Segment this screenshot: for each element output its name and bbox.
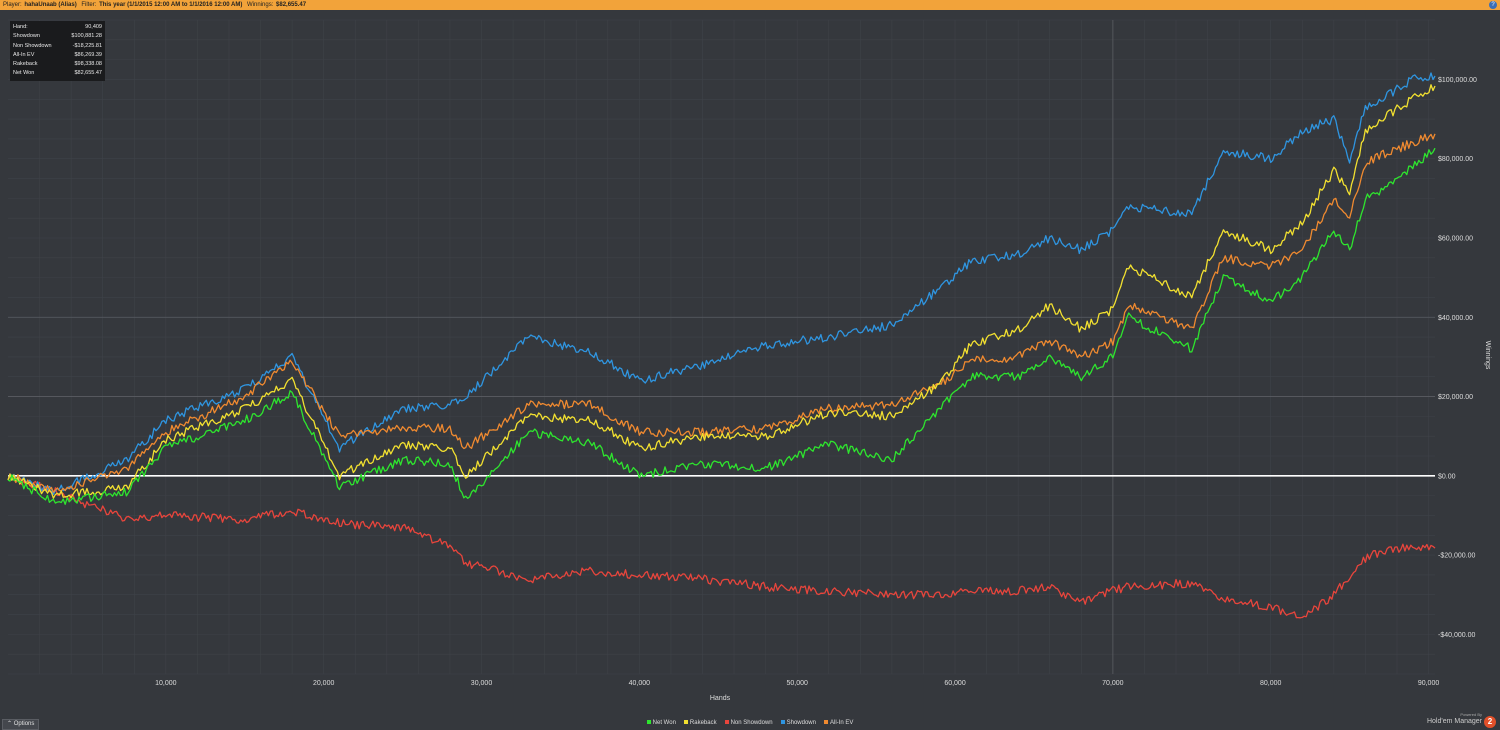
legend-swatch <box>780 720 785 724</box>
stats-row: Non Showdown -$18,225.81 <box>10 42 105 51</box>
stats-summary: Hand: 90,409 Showdown $100,881.28 Non Showdo… <box>10 21 105 81</box>
stats-row: Net Won $82,655.47 <box>10 69 105 78</box>
y-tick-label: $60,000.00 <box>1438 236 1473 243</box>
stats-value: -$18,225.81 <box>72 42 102 49</box>
y-axis-ticks: -$40,000.00 -$20,000.00 $0.00 $20,000.00 $40… <box>1438 77 1477 639</box>
brand-logo-icon: 2 <box>1484 716 1496 728</box>
legend-label: Net Won <box>652 720 676 726</box>
chart-grid <box>8 19 1435 675</box>
legend-swatch <box>823 720 828 724</box>
stats-label: Rakeback <box>13 61 38 68</box>
legend-swatch <box>683 720 688 724</box>
series-line-rakeback <box>7 84 1436 499</box>
x-tick-label: 30,000 <box>471 680 493 687</box>
legend-swatch <box>724 720 729 724</box>
winnings-label: Winnings: <box>247 2 274 8</box>
stats-label: Net Won <box>13 70 35 77</box>
chart-legend: Net Won Rakeback Non Showdown Showdown All-I… <box>0 718 1500 728</box>
branding: Powered By Hold'em Manager <box>1427 712 1482 726</box>
stats-row: Hand: 90,409 <box>10 23 105 32</box>
help-icon[interactable]: ? <box>1489 1 1497 9</box>
stats-row: Rakeback $98,338.08 <box>10 60 105 69</box>
legend-label: Rakeback <box>689 720 717 726</box>
series-line-all-in-ev <box>7 133 1436 493</box>
x-tick-label: 10,000 <box>155 680 177 687</box>
series-line-showdown <box>7 72 1436 496</box>
expand-arrow-icon: ⌃ <box>7 721 14 727</box>
series-line-non-showdown <box>7 473 1436 619</box>
stats-row: All-In EV $86,269.39 <box>10 51 105 60</box>
y-tick-label: -$20,000.00 <box>1438 553 1475 560</box>
player-name: hahaUnaab (Alias) <box>24 2 77 8</box>
stats-label: Showdown <box>13 33 40 40</box>
legend-item[interactable]: Non Showdown <box>724 718 773 728</box>
stats-label: All-In EV <box>13 51 35 58</box>
x-tick-label: 50,000 <box>786 680 808 687</box>
stats-value: $98,338.08 <box>74 61 102 68</box>
x-axis-ticks: 10,000 20,000 30,000 40,000 50,000 60,000 70,0… <box>155 680 1439 687</box>
filter-value[interactable]: This year (1/1/2015 12:00 AM to 1/1/2016… <box>99 2 243 8</box>
y-tick-label: $100,000.00 <box>1438 77 1477 84</box>
y-tick-label: $40,000.00 <box>1438 315 1473 322</box>
stats-value: $86,269.39 <box>74 51 102 58</box>
title-bar: Player: hahaUnaab (Alias) Filter: This y… <box>0 0 1500 10</box>
options-label: Options <box>13 721 35 727</box>
brand-name: Hold'em Manager <box>1426 718 1482 725</box>
player-label: Player: <box>3 2 22 8</box>
legend-label: Showdown <box>786 720 816 726</box>
powered-by: Powered By <box>1460 712 1482 717</box>
y-tick-label: -$40,000.00 <box>1438 632 1475 639</box>
stats-label: Non Showdown <box>13 42 52 49</box>
legend-item[interactable]: All-In EV <box>823 718 854 728</box>
chart-series <box>7 72 1436 619</box>
stats-value: $100,881.28 <box>71 33 102 40</box>
filter-label: Filter: <box>81 2 97 8</box>
x-axis-label: Hands <box>710 695 731 702</box>
series-line-net-won <box>7 147 1436 505</box>
legend-item[interactable]: Net Won <box>646 718 676 728</box>
stats-label: Hand: <box>13 24 28 30</box>
y-tick-label: $80,000.00 <box>1438 156 1473 163</box>
x-tick-label: 80,000 <box>1260 680 1282 687</box>
x-tick-label: 90,000 <box>1418 680 1440 687</box>
winnings-chart: 10,000 20,000 30,000 40,000 50,000 60,000 70,0… <box>7 19 1491 702</box>
x-tick-label: 70,000 <box>1102 680 1124 687</box>
legend-item[interactable]: Showdown <box>780 718 816 728</box>
legend-label: All-In EV <box>829 720 854 726</box>
y-tick-label: $0.00 <box>1438 473 1456 480</box>
winnings-value: $82,655.47 <box>276 2 307 8</box>
stats-row: Showdown $100,881.28 <box>10 32 105 41</box>
legend-label: Non Showdown <box>730 720 773 726</box>
y-axis-label: Winnings <box>1484 341 1491 370</box>
x-tick-label: 20,000 <box>313 680 335 687</box>
legend-item[interactable]: Rakeback <box>683 718 717 728</box>
legend-swatch <box>646 720 651 724</box>
stats-value: $82,655.47 <box>74 70 102 77</box>
x-tick-label: 40,000 <box>629 680 651 687</box>
stats-value: 90,409 <box>85 24 102 30</box>
y-tick-label: $20,000.00 <box>1438 394 1473 401</box>
x-tick-label: 60,000 <box>944 680 966 687</box>
